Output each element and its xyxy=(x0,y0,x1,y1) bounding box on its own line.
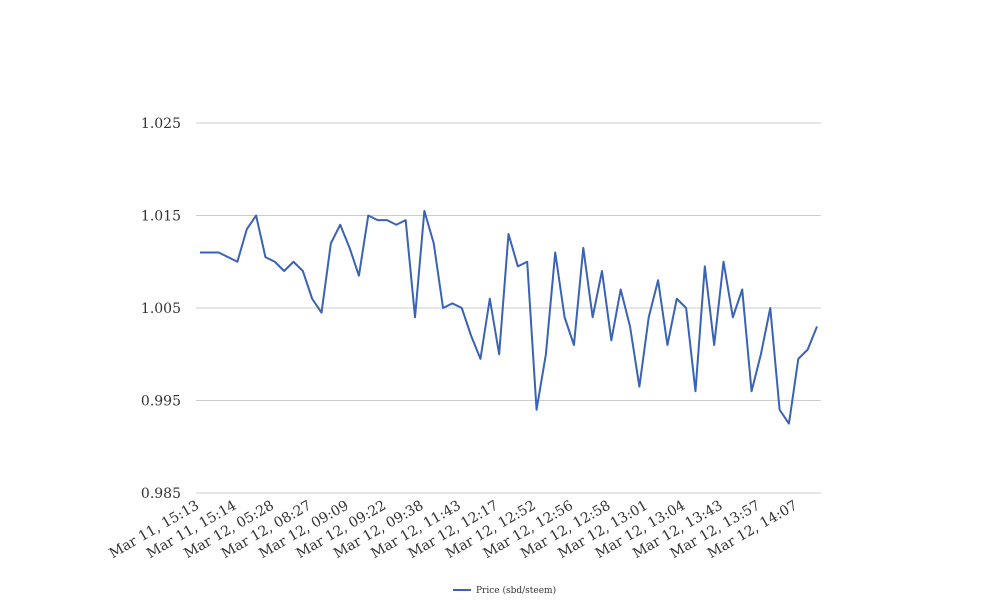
y-tick-label: 0.985 xyxy=(141,486,181,502)
y-tick-label: 1.015 xyxy=(141,209,181,225)
legend-label: Price (sbd/steem) xyxy=(476,585,556,596)
y-tick-label: 1.005 xyxy=(141,301,181,317)
y-tick-label: 1.025 xyxy=(141,116,181,132)
y-tick-label: 0.995 xyxy=(141,394,181,410)
line xyxy=(200,209,818,425)
